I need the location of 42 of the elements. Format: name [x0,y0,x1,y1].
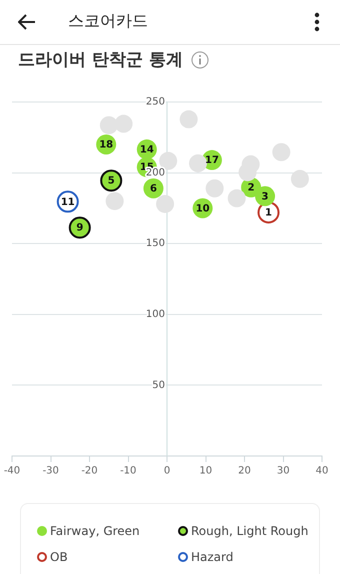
y-tick-label: 50 [152,380,165,391]
annotation: 5 [108,176,115,187]
x-tick-label: -30 [42,466,59,477]
point [228,189,246,208]
x-tick-label: 20 [238,466,251,477]
annotation: 14 [140,144,154,156]
legend-label: Fairway, Green [50,524,140,538]
annotation: 6 [150,183,157,194]
x-tick-label: 0 [164,466,170,477]
point [180,110,198,128]
annotation: 10 [196,203,210,214]
point [156,194,174,213]
point [206,179,224,198]
point [100,170,122,192]
legend-label: Rough, Light Rough [191,524,308,538]
annotation: 9 [76,222,84,234]
annotation: 1 [265,208,272,219]
point [290,170,309,188]
annotation: 3 [262,191,269,202]
annotation: 17 [204,155,219,166]
point [159,152,178,170]
point [100,116,118,134]
x-tick-label: -20 [81,466,98,477]
x-tick-label: 40 [316,466,328,477]
legend-label: OB [50,550,68,564]
annotation: 11 [60,196,75,208]
point [106,192,124,210]
legend-label: Hazard [191,550,234,564]
y-tick-label: 100 [146,308,165,320]
annotation: 2 [248,182,255,194]
x-tick-label: -10 [120,466,136,477]
x-tick-label: 30 [276,466,290,477]
x-tick-label: 10 [199,466,212,477]
x-tick-label: -40 [4,466,20,477]
annotation: 18 [99,140,114,151]
y-tick-label: 250 [146,96,165,108]
y-tick-label: 150 [146,238,165,250]
point [189,154,207,172]
text: 스코어카드 [68,11,148,32]
chart-title: 드라이버 탄착군 통계 [18,49,183,71]
point [272,143,290,162]
point [114,114,133,133]
